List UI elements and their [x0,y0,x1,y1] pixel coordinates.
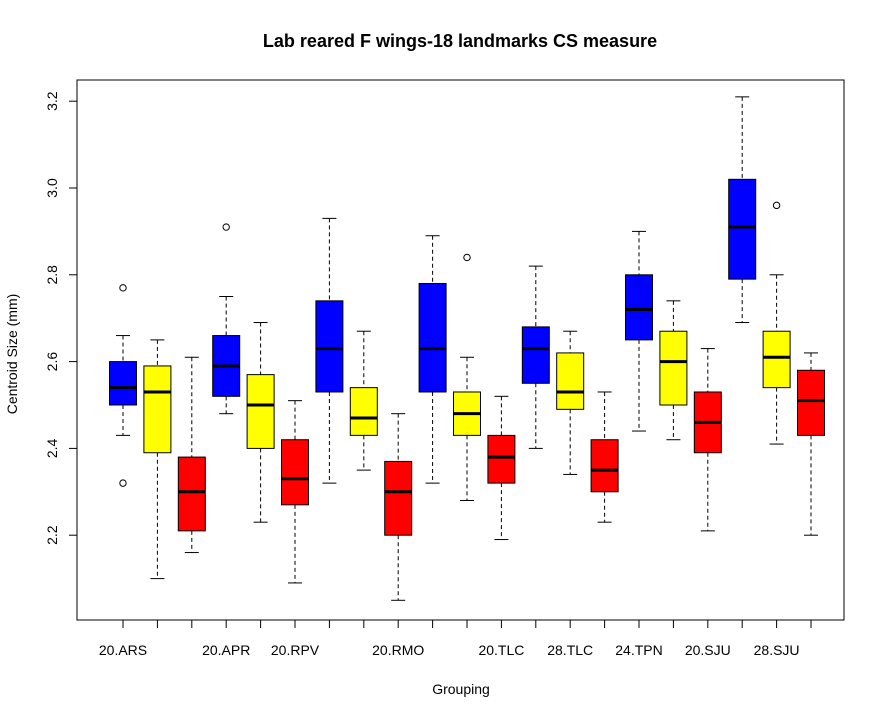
box-11 [453,253,481,501]
outlier-point [119,479,127,487]
iqr-box [281,439,309,506]
iqr-box [797,369,825,436]
iqr-box [177,456,206,532]
iqr-box [556,352,585,410]
iqr-box [109,361,137,406]
outlier-point [463,253,471,262]
x-tick-label: 20.RMO [372,642,424,658]
box-14 [556,330,585,475]
x-tick-label: 20.SJU [685,642,731,658]
box-7 [315,217,344,484]
y-axis: 2.2 2.4 2.6 2.8 3.0 3.2 [44,91,78,545]
box-2 [143,339,172,580]
iqr-box [590,439,619,493]
iqr-box [143,365,172,454]
outlier-point [772,201,781,210]
iqr-box [521,326,550,384]
box-1 [109,284,137,487]
y-tick-label: 2.2 [44,525,60,545]
box-12 [487,395,516,541]
box-13 [521,265,550,449]
iqr-box [315,300,344,393]
iqr-box [384,460,413,536]
box-15 [590,391,619,523]
box-18 [693,348,722,532]
x-tick-label: 20.RPV [271,642,320,658]
iqr-box [762,330,791,389]
outlier-point [119,284,127,292]
box-10 [418,235,447,484]
x-axis-label: Grouping [432,681,490,697]
x-tick-label: 20.ARS [99,642,147,658]
x-tick-label: 28.TLC [547,642,593,658]
box-4 [212,223,241,415]
x-axis: 20.ARS 20.APR 20.RPV 20.RMO 20.TLC 28.TLC 24.T… [99,619,812,658]
boxes-group [109,96,825,601]
box-5 [246,322,275,523]
iqr-box [418,282,447,393]
iqr-box [659,330,688,406]
box-16 [625,230,653,432]
iqr-box [728,178,757,280]
box-19 [728,96,757,324]
outlier-point [222,223,230,231]
x-tick-label: 24.TPN [615,642,662,658]
chart-title: Lab reared F wings-18 landmarks CS measu… [263,31,657,51]
x-tick-label: 28.SJU [754,642,800,658]
box-8 [349,330,378,471]
y-tick-label: 2.6 [44,352,60,372]
y-tick-label: 2.8 [44,265,60,285]
iqr-box [349,387,378,436]
box-3 [177,356,206,554]
box-17 [659,300,688,441]
iqr-box [246,374,275,449]
y-tick-label: 3.2 [44,91,60,111]
box-6 [281,400,309,584]
y-tick-label: 2.4 [44,438,60,458]
box-9 [384,413,413,601]
y-axis-label: Centroid Size (mm) [4,294,20,415]
iqr-box [625,274,653,341]
x-tick-label: 20.TLC [478,642,524,658]
iqr-box [487,434,516,484]
box-21 [797,352,825,536]
x-tick-label: 20.APR [202,642,250,658]
y-tick-label: 3.0 [44,178,60,198]
box-20 [762,201,791,445]
